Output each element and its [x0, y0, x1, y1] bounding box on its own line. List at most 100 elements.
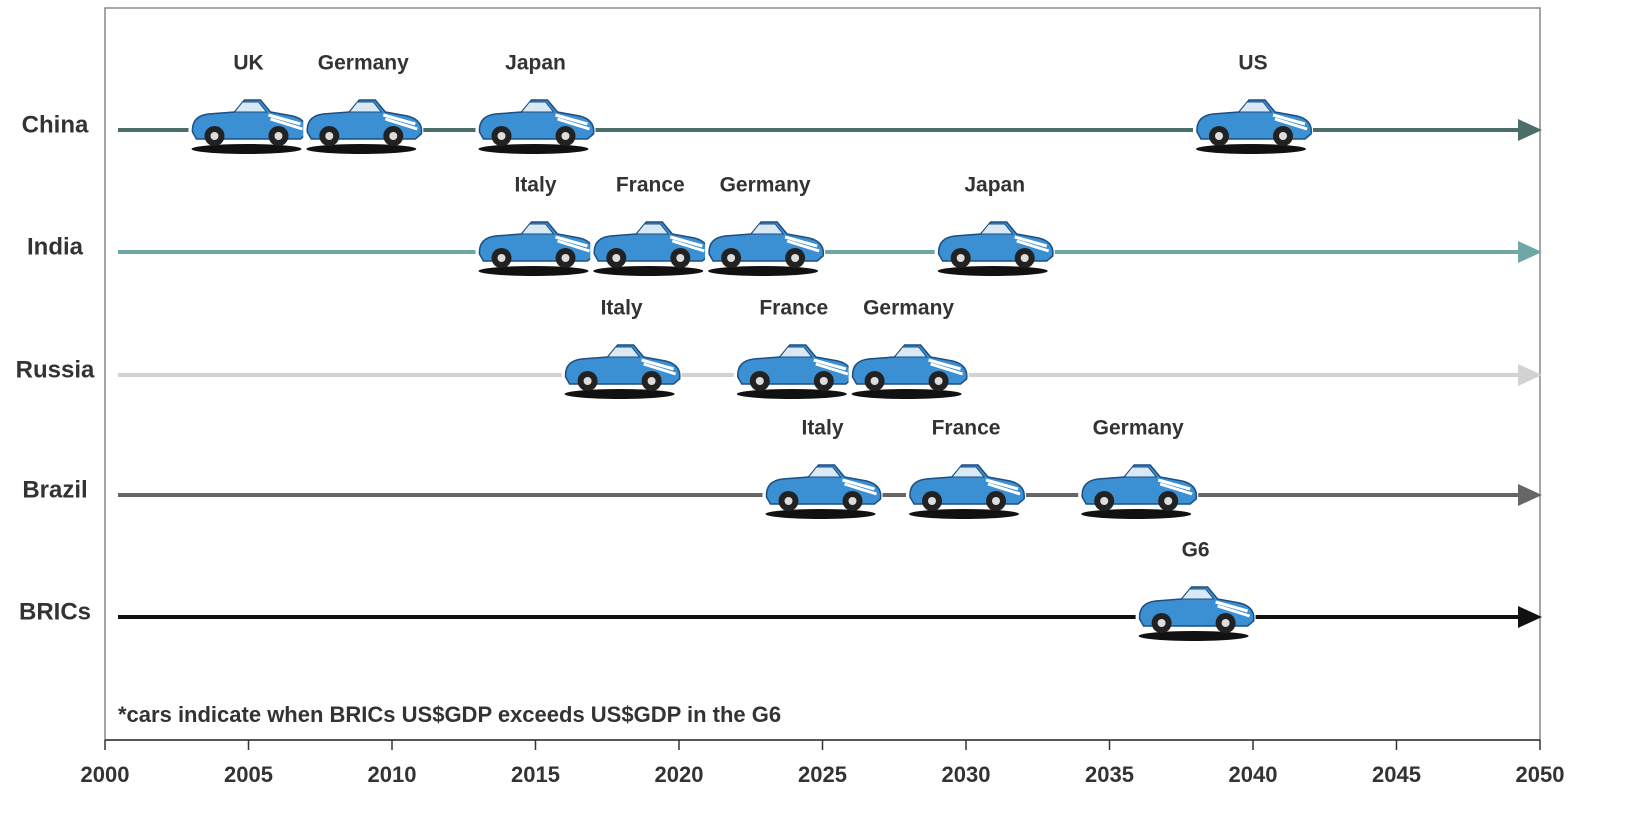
car-hub [210, 132, 219, 140]
car-label: France [616, 174, 685, 197]
car-shadow [593, 266, 704, 276]
x-tick-label: 2035 [1085, 762, 1134, 787]
car-label: G6 [1182, 539, 1210, 562]
car-hub [612, 254, 621, 262]
car-stripe [1014, 235, 1050, 253]
car-hub [934, 377, 943, 385]
car-stripe [813, 358, 849, 376]
car-shadow [851, 389, 962, 399]
car-label: UK [233, 52, 263, 75]
car-label: Germany [318, 52, 409, 75]
car-stripe [1215, 600, 1251, 618]
row-arrow [1518, 484, 1542, 506]
car-label: Japan [964, 174, 1025, 197]
car-hub [325, 132, 334, 140]
car-hub [819, 377, 828, 385]
car-stripe [669, 235, 705, 253]
car-windshield [1180, 588, 1215, 600]
row-label: Russia [16, 356, 95, 383]
car [1078, 459, 1199, 519]
car-windshield [807, 466, 842, 478]
x-tick-label: 2040 [1229, 762, 1278, 787]
car-windshield [348, 101, 383, 113]
x-tick-label: 2020 [655, 762, 704, 787]
car-windshield [893, 346, 928, 358]
car-hub [1279, 132, 1287, 140]
car-windshield [520, 223, 555, 235]
x-tick-label: 2010 [368, 762, 417, 787]
row-arrow [1518, 241, 1542, 263]
car-hub [497, 132, 506, 140]
car-hub [1157, 619, 1166, 627]
car-label: Japan [505, 52, 566, 75]
car-shadow [1081, 509, 1192, 519]
car-stripe [842, 478, 877, 496]
car-windshield [950, 466, 986, 478]
car-hub [561, 132, 570, 140]
car-hub [1164, 497, 1173, 505]
x-tick-label: 2000 [81, 762, 130, 787]
car-windshield [750, 223, 785, 235]
x-tick-label: 2045 [1372, 762, 1421, 787]
car-windshield [778, 346, 813, 358]
car-stripe [784, 235, 820, 253]
car-hub [992, 497, 1000, 505]
car-label: Germany [720, 174, 811, 197]
car-windshield [979, 223, 1014, 235]
car-hub [727, 254, 736, 262]
car-shadow [564, 389, 675, 399]
car-label: France [932, 417, 1001, 440]
car-windshield [233, 101, 268, 113]
row-arrow [1518, 606, 1542, 628]
car-hub [848, 497, 857, 505]
car [590, 216, 711, 276]
note: *cars indicate when BRICs US$GDP exceeds… [118, 702, 781, 727]
car-hub [1020, 254, 1029, 262]
car-shadow [909, 509, 1019, 519]
car [303, 94, 424, 154]
car-windshield [606, 346, 641, 358]
car [705, 216, 826, 276]
car-hub [583, 377, 592, 385]
row-arrow [1518, 364, 1542, 386]
car [762, 459, 883, 519]
car-shadow [765, 509, 876, 519]
car-label: Germany [1093, 417, 1184, 440]
car [848, 339, 969, 399]
car-stripe [1272, 113, 1308, 131]
car-hub [389, 132, 398, 140]
car [934, 216, 1055, 276]
car-stripe [268, 113, 303, 131]
car-hub [274, 132, 283, 140]
car-shadow [708, 266, 819, 276]
car-hub [676, 254, 685, 262]
car-shadow [191, 144, 302, 154]
car-shadow [1138, 631, 1249, 641]
car-label: Italy [801, 417, 843, 440]
car [188, 94, 309, 154]
x-tick-label: 2050 [1516, 762, 1565, 787]
car [475, 216, 596, 276]
car-hub [1215, 132, 1223, 140]
car [475, 94, 596, 154]
car-shadow [1196, 144, 1306, 154]
car-windshield [635, 223, 670, 235]
car-hub [956, 254, 965, 262]
car [733, 339, 854, 399]
car-shadow [478, 266, 589, 276]
car-stripe [1157, 478, 1193, 496]
row-label: Brazil [22, 476, 87, 503]
car-windshield [520, 101, 555, 113]
car [906, 459, 1026, 519]
car-hub [928, 497, 936, 505]
car-stripe [555, 113, 590, 131]
car-shadow [736, 389, 847, 399]
car-stripe [382, 113, 418, 131]
car-shadow [937, 266, 1048, 276]
row-label: China [22, 111, 89, 138]
car-hub [755, 377, 764, 385]
car-windshield [1123, 466, 1158, 478]
car-label: US [1238, 52, 1267, 75]
car-label: Germany [863, 297, 954, 320]
